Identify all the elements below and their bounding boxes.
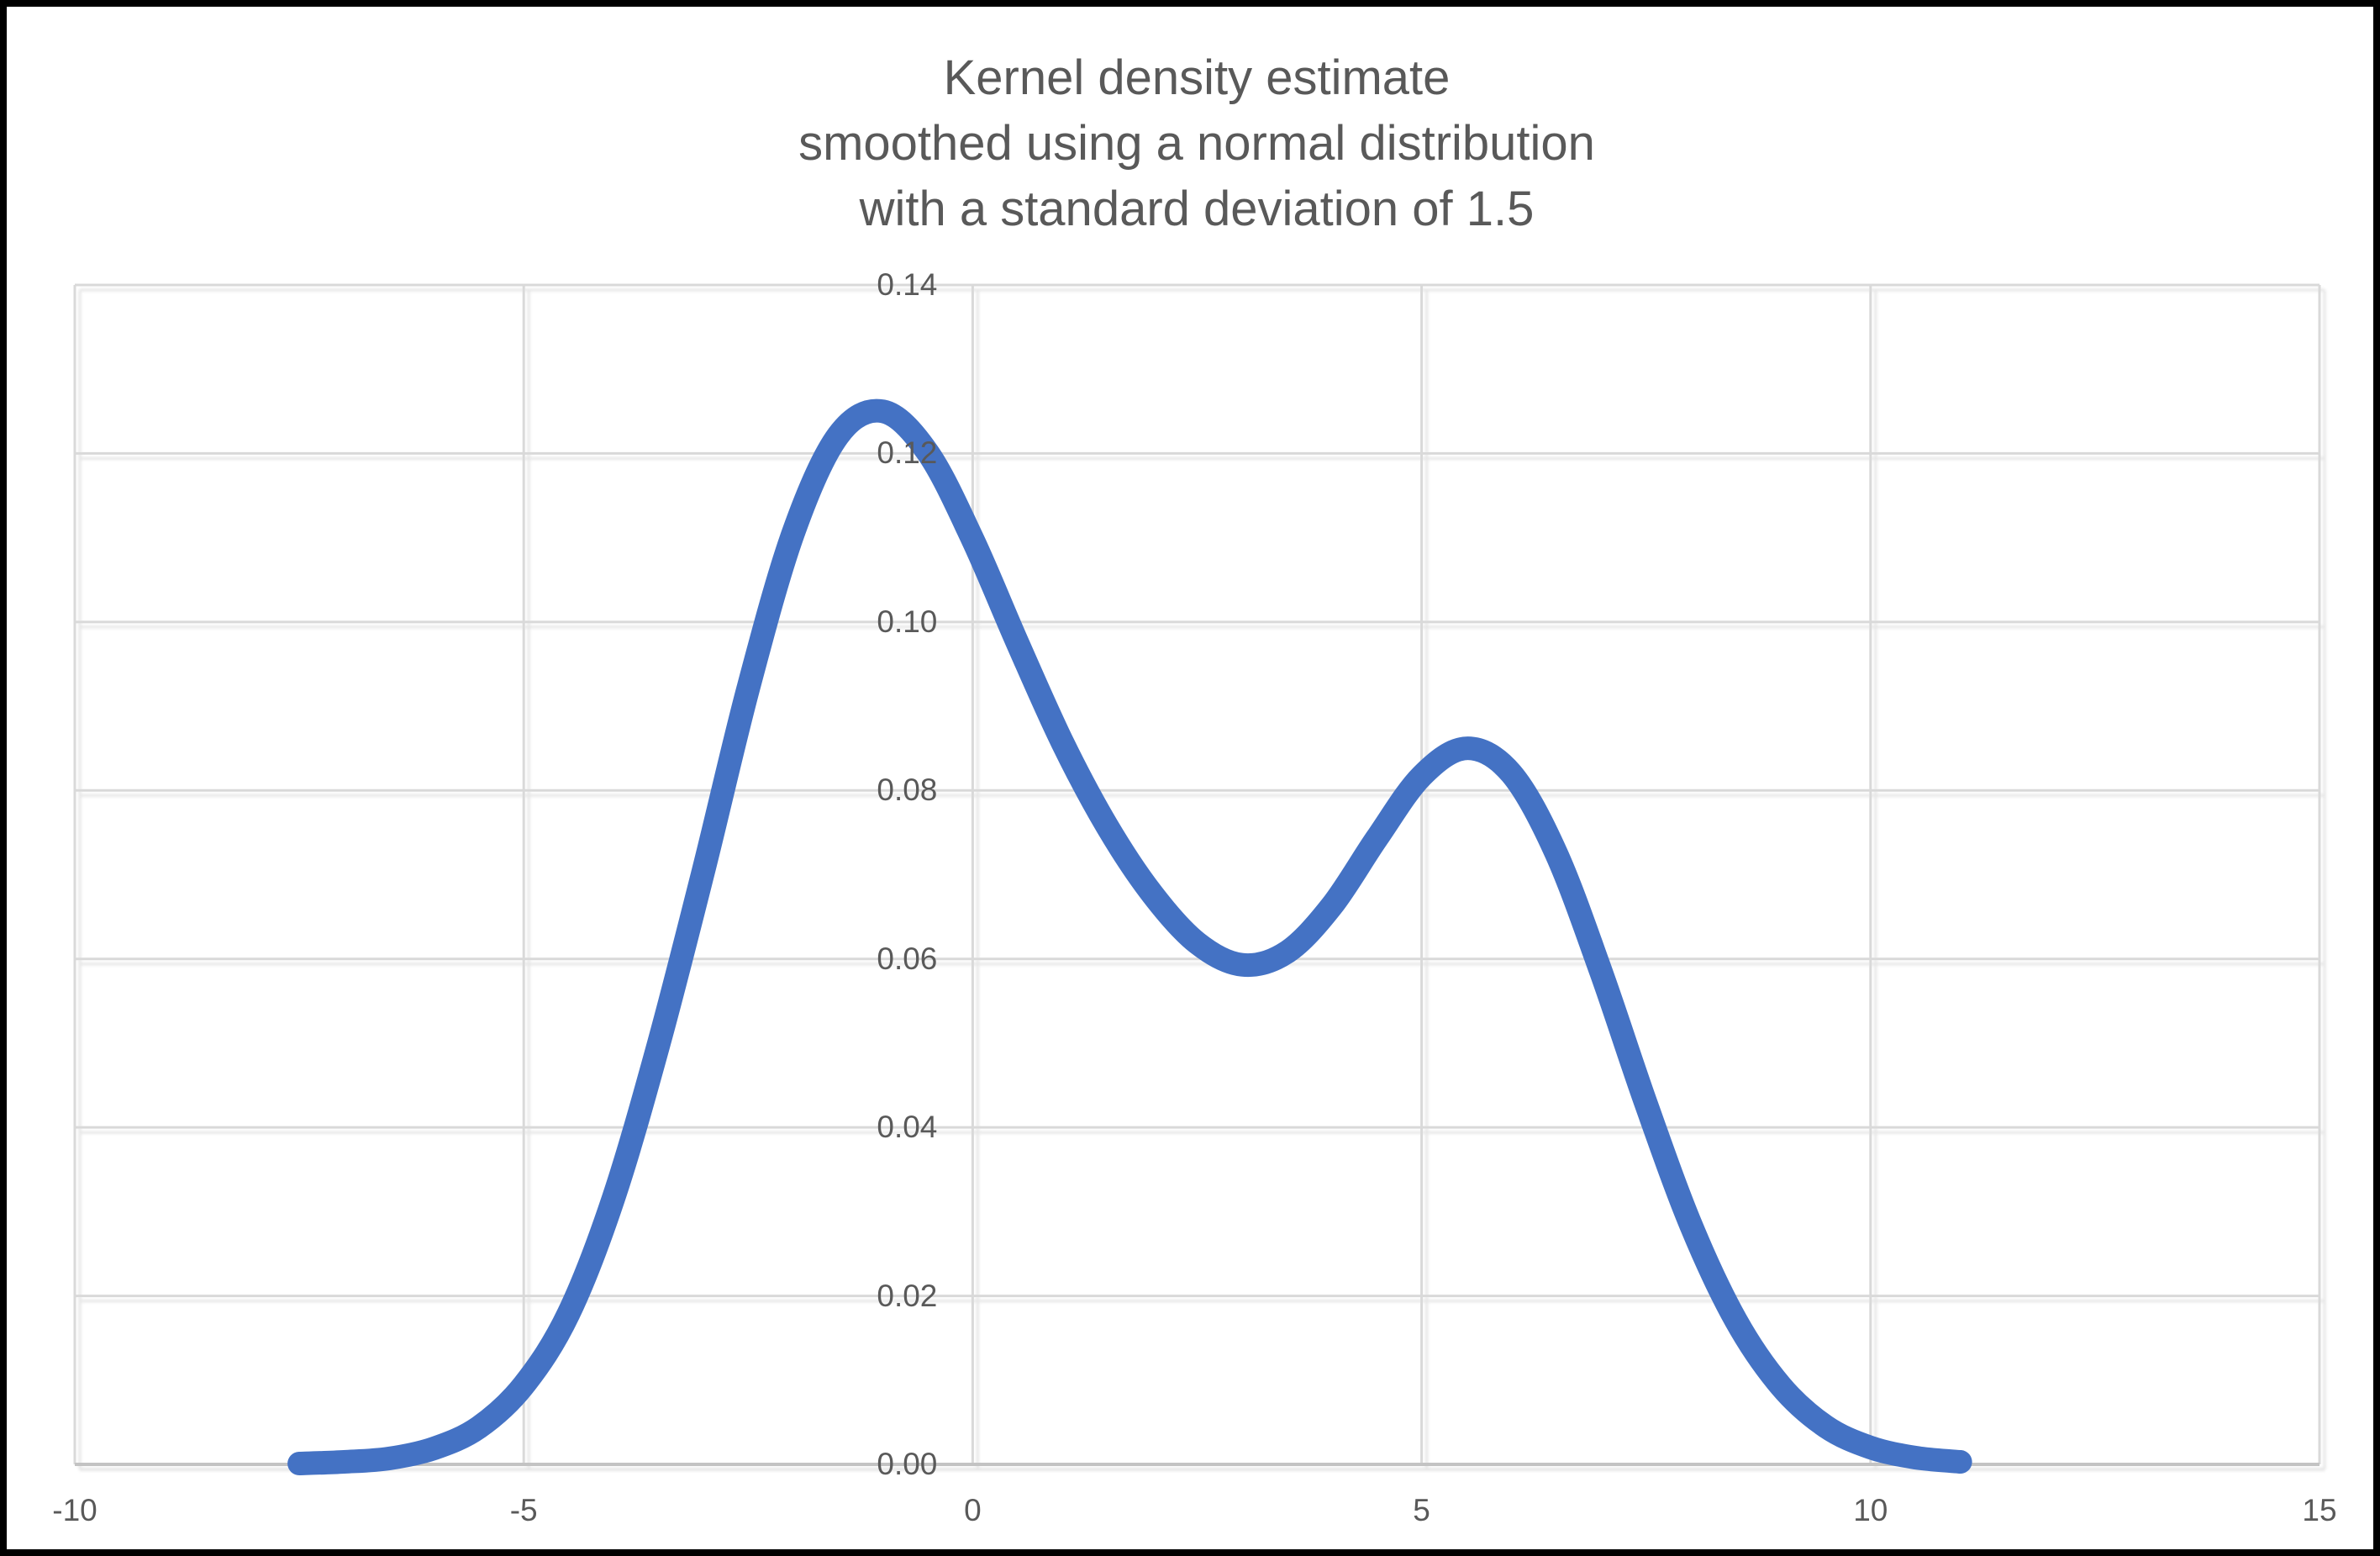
x-tick-label: 10 [1853,1493,1888,1527]
y-tick-label: 0.10 [877,604,938,639]
plot-area [73,283,2321,1475]
y-tick-label: 0.06 [877,941,938,976]
x-tick-label: -5 [509,1493,538,1527]
y-tick-label: 0.04 [877,1110,938,1145]
chart-title: Kernel density estimate smoothed using a… [13,45,2380,242]
chart-title-line1: Kernel density estimate [943,50,1451,105]
kde-chart: Kernel density estimate smoothed using a… [13,13,2367,1543]
y-tick-label: 0.02 [877,1278,938,1313]
y-tick-label: 0.00 [877,1447,938,1481]
kde-curve [287,398,1972,1475]
y-tick-label: 0.12 [877,435,938,471]
gridlines [73,283,2321,1466]
x-tick-label: 0 [964,1493,982,1527]
x-tick-label: -10 [52,1493,97,1527]
chart-title-line3: with a standard deviation of 1.5 [859,182,1535,236]
x-tick-label: 15 [2302,1493,2337,1527]
y-tick-label: 0.14 [877,267,938,302]
chart-title-line2: smoothed using a normal distribution [798,116,1595,171]
y-tick-label: 0.08 [877,773,938,808]
x-tick-label: 5 [1413,1493,1430,1527]
